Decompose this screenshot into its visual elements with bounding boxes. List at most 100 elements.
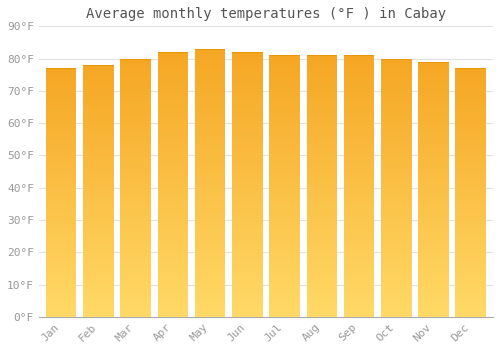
Bar: [270, 265, 300, 267]
Bar: [344, 309, 374, 312]
Bar: [120, 270, 151, 273]
Bar: [456, 197, 486, 200]
Bar: [158, 261, 188, 264]
Bar: [344, 275, 374, 278]
Bar: [306, 79, 337, 82]
Bar: [120, 226, 151, 229]
Bar: [381, 157, 412, 159]
Bar: [158, 224, 188, 227]
Bar: [83, 211, 114, 213]
Bar: [456, 93, 486, 96]
Bar: [418, 268, 448, 271]
Bar: [418, 245, 448, 248]
Bar: [46, 165, 76, 168]
Bar: [120, 131, 151, 133]
Bar: [158, 118, 188, 121]
Bar: [83, 289, 114, 292]
Bar: [232, 293, 262, 296]
Bar: [270, 194, 300, 197]
Bar: [83, 168, 114, 171]
Bar: [456, 314, 486, 317]
Bar: [270, 183, 300, 186]
Bar: [306, 76, 337, 79]
Bar: [344, 183, 374, 186]
Bar: [306, 82, 337, 84]
Bar: [158, 124, 188, 126]
Bar: [306, 309, 337, 312]
Bar: [456, 71, 486, 73]
Bar: [158, 171, 188, 174]
Bar: [418, 118, 448, 120]
Bar: [83, 229, 114, 231]
Bar: [381, 120, 412, 123]
Bar: [418, 164, 448, 166]
Bar: [344, 241, 374, 244]
Bar: [456, 307, 486, 309]
Bar: [83, 297, 114, 299]
Bar: [46, 280, 76, 282]
Bar: [158, 71, 188, 73]
Bar: [418, 148, 448, 151]
Bar: [418, 304, 448, 307]
Bar: [120, 123, 151, 126]
Bar: [381, 190, 412, 193]
Bar: [195, 151, 226, 153]
Bar: [270, 155, 300, 157]
Bar: [120, 250, 151, 252]
Bar: [232, 227, 262, 230]
Bar: [344, 265, 374, 267]
Bar: [46, 227, 76, 230]
Bar: [344, 220, 374, 223]
Bar: [270, 139, 300, 142]
Bar: [232, 86, 262, 89]
Bar: [120, 162, 151, 164]
Bar: [270, 87, 300, 89]
Bar: [270, 173, 300, 176]
Bar: [158, 187, 188, 190]
Bar: [46, 240, 76, 242]
Bar: [195, 156, 226, 159]
Bar: [195, 309, 226, 312]
Bar: [46, 232, 76, 235]
Bar: [418, 294, 448, 296]
Bar: [158, 103, 188, 105]
Bar: [83, 236, 114, 239]
Bar: [418, 276, 448, 279]
Bar: [195, 276, 226, 279]
Bar: [270, 128, 300, 131]
Bar: [270, 170, 300, 173]
Bar: [46, 212, 76, 215]
Bar: [381, 288, 412, 291]
Bar: [120, 257, 151, 260]
Bar: [344, 63, 374, 66]
Bar: [306, 199, 337, 202]
Bar: [83, 70, 114, 72]
Bar: [232, 282, 262, 285]
Bar: [195, 263, 226, 266]
Bar: [306, 286, 337, 288]
Bar: [83, 251, 114, 254]
Bar: [232, 52, 262, 53]
Bar: [344, 100, 374, 103]
Bar: [381, 232, 412, 234]
Bar: [158, 280, 188, 282]
Bar: [418, 176, 448, 179]
Bar: [306, 103, 337, 105]
Bar: [195, 223, 226, 226]
Bar: [418, 128, 448, 131]
Bar: [418, 146, 448, 148]
Bar: [120, 167, 151, 170]
Bar: [46, 185, 76, 188]
Bar: [232, 153, 262, 155]
Bar: [418, 248, 448, 251]
Bar: [418, 291, 448, 294]
Bar: [344, 68, 374, 71]
Bar: [120, 90, 151, 92]
Bar: [158, 303, 188, 306]
Bar: [344, 87, 374, 89]
Bar: [120, 71, 151, 74]
Bar: [381, 97, 412, 100]
Bar: [232, 124, 262, 126]
Bar: [344, 97, 374, 100]
Bar: [232, 256, 262, 259]
